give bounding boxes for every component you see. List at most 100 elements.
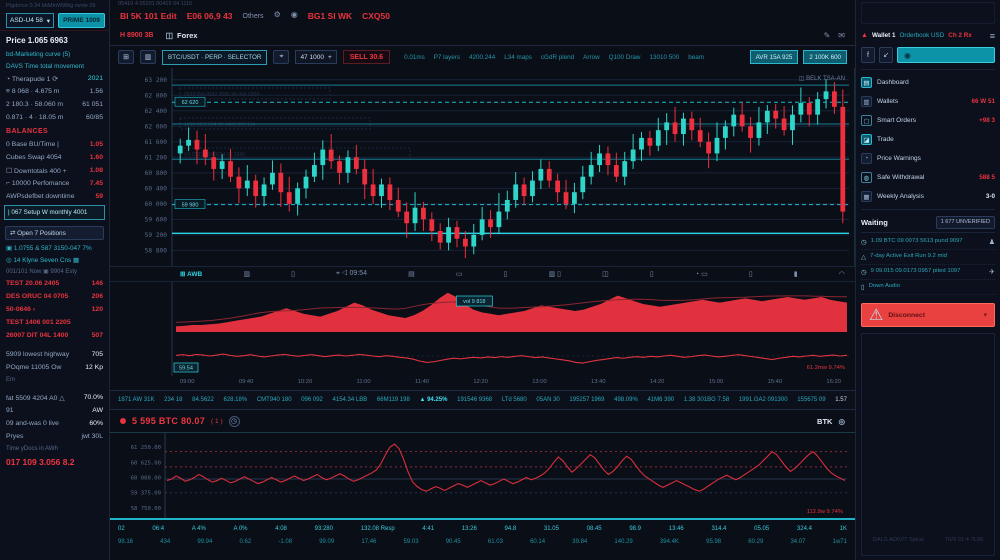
sidebar-row-label: TEST 20.06 2405 (6, 280, 60, 287)
person-icon[interactable]: ◉ (290, 9, 298, 19)
toolbar-link[interactable]: cGdR plend (540, 53, 575, 61)
chart-tool-icon[interactable]: ▯ (649, 271, 654, 278)
chart-tool-icon[interactable]: ▥ (243, 271, 250, 278)
chart-tool-icon[interactable]: ▮ (793, 271, 798, 278)
sidebar-item-wallets[interactable]: ▥ Wallets 66 W 51 (861, 92, 995, 111)
sidebar-row-label: 91 (6, 407, 14, 414)
main-candlestick-chart[interactable]: 63 200 62 800 62 400 62 000 61 600 61 200 60 8… (110, 68, 855, 266)
order-list-item[interactable]: ▯ Down Audio (861, 280, 995, 295)
sidebar-item-dashboard[interactable]: ▤ Dashboard (861, 73, 995, 92)
collapse-button[interactable]: ↙ (879, 47, 893, 63)
pencil-icon[interactable]: ✎ (823, 31, 831, 40)
order-action-icon[interactable]: ✈ (989, 269, 995, 276)
bottom-axis-token: 34.07 (790, 538, 806, 545)
toolbar-teal-button[interactable]: 2 100K 600 (803, 50, 847, 64)
toolbar-link[interactable]: 0.01ms (404, 53, 425, 61)
time-axis-label: 14:20 (649, 379, 665, 385)
subheader-red-value: H 8900 3B (120, 32, 154, 39)
chart-tool-icon[interactable]: ◫ (602, 271, 609, 278)
sidebar-row[interactable]: bd-Marketing curve (5) (0, 48, 109, 60)
mail-icon[interactable]: ✉ (838, 31, 845, 40)
sidebar-item-smart-orders[interactable]: ▢ Smart Orders +98 3 (861, 111, 995, 130)
order-list-item[interactable]: ◷ 9 09.015 09.0173 0957 pited 1097 ✈ (861, 265, 995, 280)
chart-tool-icon[interactable]: ▯ (503, 271, 508, 278)
chart-tool-icon[interactable]: ◔ ▭ (694, 271, 708, 278)
svg-text:0939 094 0342 0000 34 004 0204: 0939 094 0342 0000 34 004 0204 (184, 92, 259, 98)
sidebar-row[interactable]: ▣ 1.0755 & 587 3150-047 7% (0, 242, 109, 254)
toolbar-link[interactable]: beam (688, 53, 705, 61)
strip-token: 4154.34 LBB (332, 397, 368, 403)
toolbar-link[interactable]: Q100 Draw (608, 53, 641, 61)
bottom-axis-token: 4:08 (275, 525, 287, 532)
chart-tool-icon[interactable]: ▥ ▯ (548, 271, 562, 278)
bottom-indicator-chart[interactable]: 61 250.00 60 625.00 60 000.00 59 375.00 58 7… (110, 432, 855, 520)
unverified-button[interactable]: 1 677 UNVERIFIED (935, 215, 995, 229)
sidebar-row[interactable]: ◎ 14 Klyne Seven Cns ▦ (0, 254, 109, 266)
order-list-item[interactable]: △ 7-day Active Exit Run 9.2 mid (861, 250, 995, 265)
sidebar-row: TEST 1406 001 2205 (0, 316, 109, 329)
bottom-axis-token: 13:26 (461, 525, 477, 532)
chart-tool-icon[interactable]: ▭ (455, 271, 463, 278)
grid-layout-button[interactable]: ⊞ (118, 50, 134, 64)
sidebar-row-value: 507 (91, 332, 103, 339)
gear-icon[interactable]: ⚙ (273, 9, 281, 19)
order-description: 1.09 BTC 09 0073 5613 pund 9097 (870, 238, 963, 244)
disconnect-button[interactable]: ⚠ Disconnect ▾ (861, 303, 995, 327)
toolbar-link[interactable]: 13010 500 (649, 53, 680, 61)
order-description: 9 09.015 09.0173 0957 pited 1097 (870, 268, 961, 274)
sidebar-row-value: 1.08 (89, 167, 103, 174)
price-stepper[interactable]: 47 1000 + (295, 50, 337, 64)
toolbar-link[interactable]: Arrow (583, 53, 600, 61)
pair-select[interactable]: ASD-U4 58 ▾ (6, 13, 54, 28)
strip-token: 1.57 (835, 397, 847, 403)
time-axis-label: 09:40 (238, 379, 254, 385)
volume-area-chart[interactable]: vol 9 818 (110, 282, 855, 336)
sidebar-row-label: Price 1.065 6963 (6, 36, 68, 45)
chart-tool-icon[interactable]: ▯ (291, 271, 295, 278)
sidebar-item-price-warnings[interactable]: ◔ Price Warnings (861, 149, 995, 168)
waiting-row: Waiting 1 677 UNVERIFIED (861, 212, 995, 232)
hamburger-menu-icon[interactable]: ≡ (989, 30, 995, 41)
sidebar-item-trade[interactable]: ◪ Trade (861, 130, 995, 149)
sidebar-row-value: 61 051 (82, 101, 103, 108)
sidebar-row-value: 1.60 (89, 154, 103, 161)
positions-toggle-button[interactable]: ⇄ Open 7 Positions (5, 226, 104, 240)
sidebar-row: Cubes Swap 4054 1.60 (0, 151, 109, 164)
target-tool-button[interactable]: ⌖ (273, 50, 290, 64)
toolbar-teal-button[interactable]: AVR 15A 925 (749, 50, 799, 64)
chart-tool-icon[interactable]: ⌖ ◁ 09:54 (336, 270, 367, 277)
order-list-item[interactable]: ◷ 1.09 BTC 09 0073 5613 pund 9097 ♟ (861, 235, 995, 250)
sidebar-row[interactable]: DAVS Time total movement (0, 60, 109, 72)
oscillator-chart[interactable]: 59.54 61.2mw 9.74% (110, 336, 855, 376)
sidebar-item-safe-withdrawal[interactable]: ◍ Safe Withdrawal 588 5 (861, 168, 995, 187)
toolbar-link[interactable]: 4200.244 (468, 53, 496, 61)
toolbar-link[interactable]: P7 layers (433, 53, 460, 61)
toolbar-link[interactable]: L34 maps (504, 53, 532, 61)
chart-tool-icon[interactable]: ◠ (838, 271, 845, 278)
order-action-icon[interactable]: ♟ (988, 239, 995, 246)
sidebar-rows: Price 1.065 6963 bd-Marketing curve (5) DA… (0, 31, 109, 472)
eye-icon[interactable]: ◎ (838, 416, 845, 426)
sidebar-row-label: 5909 lowest highway (6, 351, 70, 358)
symbol-selector[interactable]: BTC/USDT · PERP · SELECTOR (162, 49, 268, 65)
subheader-actions: ✎ ✉ (824, 31, 845, 40)
tab-forex[interactable]: ◫ Forex (165, 31, 197, 40)
sidebar-row: ≡ 8 068 · 4.675 m 1.56 (0, 85, 109, 98)
prime-mode-button[interactable]: PRIME 1009 (58, 13, 105, 28)
sidebar-row-value: 70.0% (83, 394, 103, 401)
sell-price-box[interactable]: SELL 30.6 (342, 50, 391, 64)
split-view-button[interactable]: ▥ (140, 50, 156, 64)
sidebar-row[interactable]: | 067 Setup W monthly 4001 (4, 205, 105, 220)
chart-tool-icon[interactable]: ⊞ AWB (180, 271, 203, 278)
strip-token: CMT940 180 (256, 397, 292, 403)
primary-action-button[interactable]: ◉ (897, 47, 995, 63)
sidebar-top-controls: ASD-U4 58 ▾ PRIME 1009 (0, 10, 109, 31)
menu-item-label: Price Warnings (877, 155, 921, 162)
sidebar-row: Em (0, 374, 109, 385)
chart-tool-icon[interactable]: ▯ (748, 271, 753, 278)
clock-icon[interactable]: ◷ (228, 415, 240, 427)
right-panel-header: ▲ Wallet 1 Orderbook USD Ch 2 Rx ≡ (861, 28, 995, 43)
sidebar-item-weekly-analysis[interactable]: ▦ Weekly Analysis 3-0 (861, 187, 995, 206)
filter-button[interactable]: f (861, 47, 875, 63)
chart-tool-icon[interactable]: ▤ (408, 271, 415, 278)
